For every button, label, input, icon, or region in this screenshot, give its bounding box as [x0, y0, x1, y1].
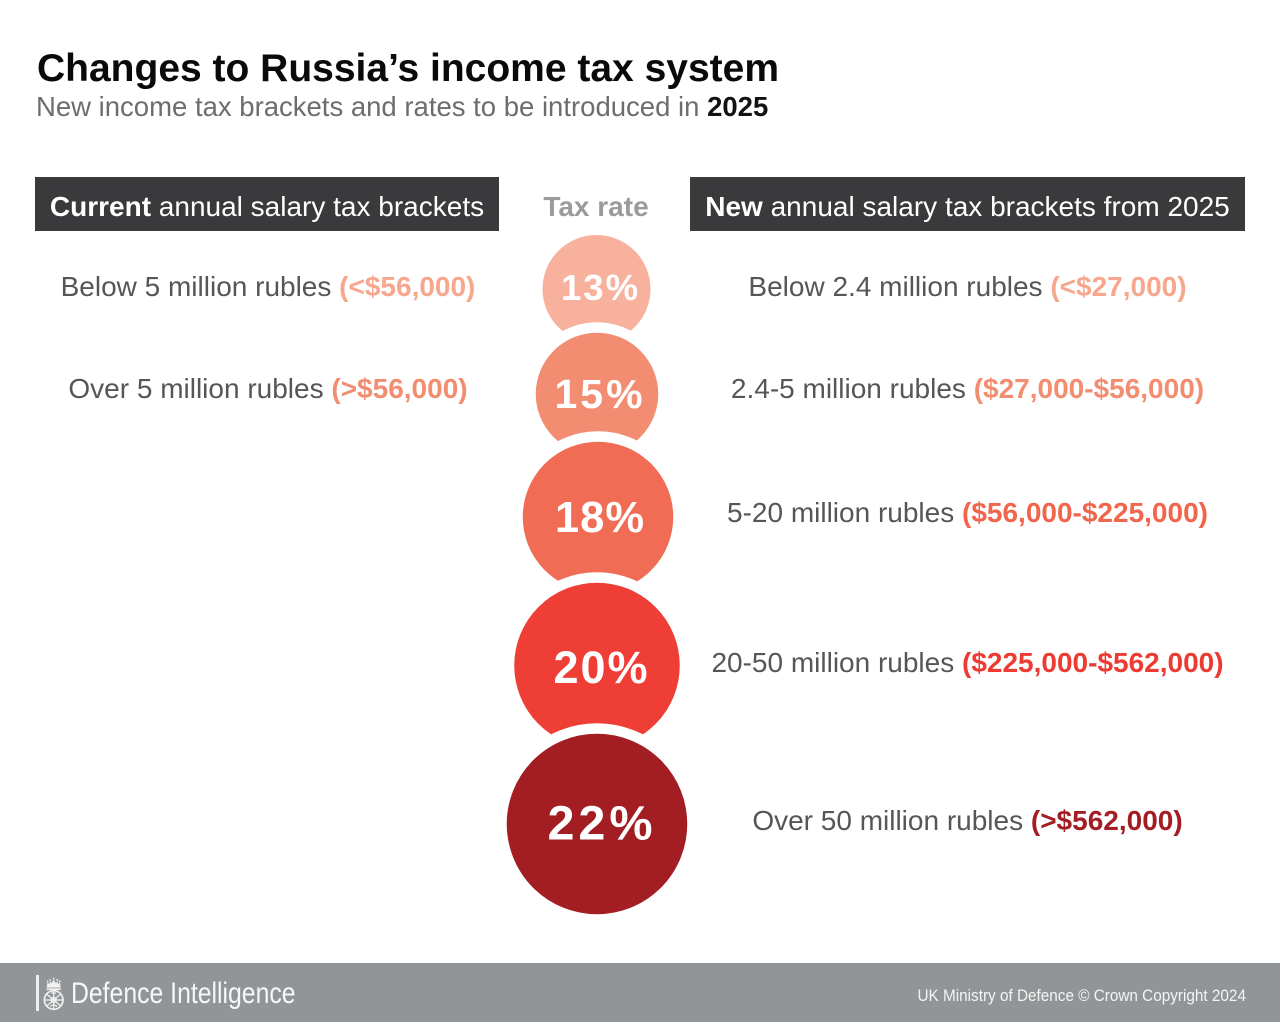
svg-text:13%: 13%	[561, 267, 640, 308]
svg-text:22%: 22%	[547, 797, 656, 851]
svg-text:20%: 20%	[553, 642, 649, 693]
svg-text:15%: 15%	[554, 371, 645, 417]
svg-text:18%: 18%	[555, 494, 645, 542]
